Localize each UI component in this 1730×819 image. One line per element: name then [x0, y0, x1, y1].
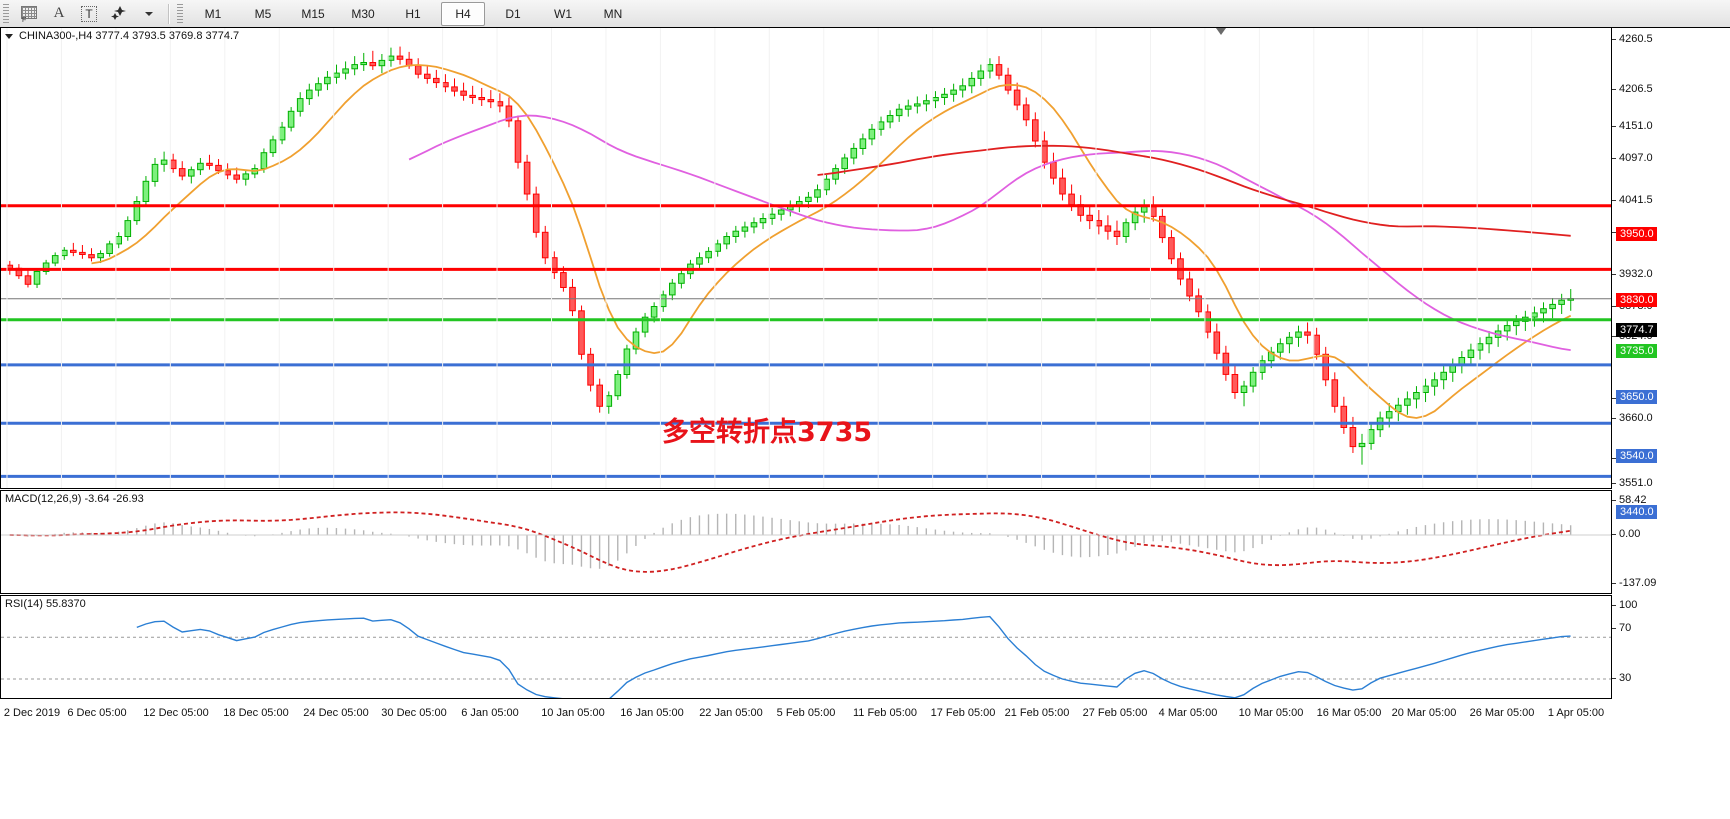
time-label-13: 21 Feb 05:00 [1004, 707, 1070, 719]
timeframe-m5[interactable]: M5 [254, 6, 272, 21]
objects-list-icon[interactable] [105, 1, 133, 27]
time-label-5: 30 Dec 05:00 [381, 707, 447, 719]
main-toolbar: A T M1 M5 M15 M30 H1 H4 D1 W1 MN [0, 0, 1730, 28]
price-level-3735-badge[interactable]: 3735.0 [1616, 344, 1657, 358]
price-axis[interactable]: 4260.54206.54151.04097.04041.53987.53932… [1612, 27, 1730, 519]
macd-tick-5842: 58.42 [1612, 494, 1647, 506]
chart-area[interactable]: CHINA300-,H4 3777.4 3793.5 3769.8 3774.7… [0, 27, 1730, 819]
time-label-2: 12 Dec 05:00 [143, 707, 209, 719]
chevron-down-icon [145, 11, 153, 16]
macd-tick-13709: -137.09 [1612, 577, 1656, 589]
time-label-15: 4 Mar 05:00 [1158, 707, 1218, 719]
macd-label: MACD(12,26,9) -3.64 -26.93 [5, 493, 144, 505]
time-label-19: 26 Mar 05:00 [1469, 707, 1535, 719]
price-level-3440-badge[interactable]: 3440.0 [1616, 505, 1657, 519]
toolbar-separator-1 [168, 3, 170, 24]
price-tick-4151-0: 4151.0 [1612, 120, 1653, 132]
timeframe-m15[interactable]: M15 [301, 6, 325, 21]
price-level-3540-badge[interactable]: 3540.0 [1616, 449, 1657, 463]
time-label-16: 10 Mar 05:00 [1238, 707, 1304, 719]
chart-symbol-text: CHINA300-,H4 3777.4 3793.5 3769.8 3774.7 [19, 30, 240, 42]
time-label-10: 5 Feb 05:00 [776, 707, 836, 719]
objects-dropdown-caret[interactable] [135, 1, 163, 27]
time-label-18: 20 Mar 05:00 [1391, 707, 1457, 719]
text-label-tool-icon[interactable]: T [75, 1, 103, 27]
timeframe-h1[interactable]: H1 [405, 6, 421, 21]
timeframe-d1[interactable]: D1 [505, 6, 521, 21]
rsi-svg [1, 615, 1611, 698]
chart-top-marker [1216, 28, 1226, 35]
price-tick-3660-0: 3660.0 [1612, 412, 1653, 424]
last-price-3774-badge[interactable]: 3774.7 [1616, 323, 1657, 337]
timeframe-w1[interactable]: W1 [554, 6, 572, 21]
objects-glyph [110, 6, 126, 20]
time-label-4: 24 Dec 05:00 [303, 707, 369, 719]
price-level-3950-badge[interactable]: 3950.0 [1616, 227, 1657, 241]
timeframe-h4[interactable]: H4 [441, 1, 485, 26]
price-tick-4206-5: 4206.5 [1612, 83, 1653, 95]
chart-symbol-header[interactable]: CHINA300-,H4 3777.4 3793.5 3769.8 3774.7 [5, 30, 239, 42]
text-tool-icon[interactable]: A [45, 1, 73, 27]
chevron-down-icon[interactable] [5, 33, 13, 39]
time-label-3: 18 Dec 05:00 [223, 707, 289, 719]
rsi-tick-30: 30 [1612, 672, 1631, 684]
rsi-label: RSI(14) 55.8370 [5, 598, 86, 610]
macd-svg [1, 511, 1611, 573]
time-label-11: 11 Feb 05:00 [852, 707, 918, 719]
price-tick-4260-5: 4260.5 [1612, 33, 1653, 45]
time-label-20: 1 Apr 05:00 [1547, 707, 1605, 719]
price-chart-pane[interactable]: CHINA300-,H4 3777.4 3793.5 3769.8 3774.7 [0, 27, 1612, 489]
price-tick-3932-0: 3932.0 [1612, 268, 1653, 280]
price-tick-3551-0: 3551.0 [1612, 477, 1653, 489]
rsi-tick-70: 70 [1612, 622, 1631, 634]
macd-pane[interactable]: MACD(12,26,9) -3.64 -26.93 [0, 490, 1612, 594]
text-tool-glyph: A [53, 5, 65, 21]
price-level-3650-badge[interactable]: 3650.0 [1616, 390, 1657, 404]
rsi-pane[interactable]: RSI(14) 55.8370 [0, 595, 1612, 699]
timeframe-mn[interactable]: MN [603, 6, 623, 21]
price-tick-4097-0: 4097.0 [1612, 152, 1653, 164]
rsi-tick-100: 100 [1612, 599, 1637, 611]
timeframe-m30[interactable]: M30 [351, 6, 375, 21]
time-label-8: 16 Jan 05:00 [620, 707, 684, 719]
chart-annotation-text[interactable]: 多空转折点3735 [662, 417, 873, 448]
rsi-axis[interactable]: 100 70 30 [1612, 595, 1730, 699]
time-label-0: 2 Dec 2019 [3, 707, 61, 719]
time-label-6: 6 Jan 05:00 [461, 707, 519, 719]
grid-f-icon[interactable] [15, 1, 43, 27]
macd-tick-000: 0.00 [1612, 528, 1640, 540]
time-label-9: 22 Jan 05:00 [699, 707, 763, 719]
time-axis[interactable]: 2 Dec 2019 6 Dec 05:00 12 Dec 05:00 18 Dec … [0, 699, 1730, 819]
timeframe-m1[interactable]: M1 [204, 6, 222, 21]
time-label-14: 27 Feb 05:00 [1082, 707, 1148, 719]
time-label-12: 17 Feb 05:00 [930, 707, 996, 719]
time-label-17: 16 Mar 05:00 [1316, 707, 1382, 719]
time-label-7: 10 Jan 05:00 [541, 707, 605, 719]
toolbar-grip-1[interactable] [3, 3, 9, 24]
toolbar-grip-2[interactable] [177, 3, 183, 24]
price-tick-4041-5: 4041.5 [1612, 194, 1653, 206]
trading-terminal-window: A T M1 M5 M15 M30 H1 H4 D1 W1 MN CHINA30… [0, 0, 1730, 792]
price-level-3830-badge[interactable]: 3830.0 [1616, 293, 1657, 307]
time-label-1: 6 Dec 05:00 [67, 707, 127, 719]
text-label-glyph: T [81, 5, 97, 22]
price-candles-svg [1, 28, 1611, 488]
